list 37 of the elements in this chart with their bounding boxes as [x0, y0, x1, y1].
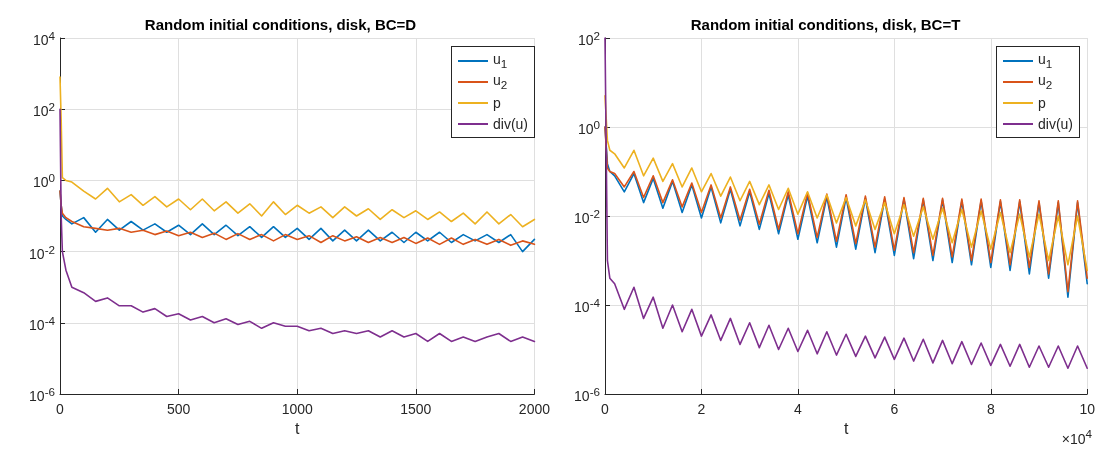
x-axis-title: t — [843, 420, 849, 438]
y-tick-label: 10$^{-2}$ — [29, 241, 55, 262]
legend-label: div(u) — [1037, 115, 1073, 132]
legend-label: p — [492, 94, 501, 111]
y-tick-label: 10$^{-4}$ — [29, 312, 55, 334]
line-series — [604, 95, 1089, 272]
x-tick-label: 2000 — [518, 401, 551, 417]
y-tick-label: 10$^{0}$ — [32, 170, 55, 191]
chart-title: Random initial conditions, disk, BC=D — [144, 16, 417, 33]
y-tick-label: 10$^{-4}$ — [574, 294, 600, 316]
legend-label: u$_{1}$ — [1037, 51, 1053, 70]
x-tick-label: 500 — [166, 401, 191, 417]
y-tick-label: 10$^{-6}$ — [29, 383, 55, 405]
x-tick-label: 4 — [793, 401, 802, 417]
y-tick-label: 10$^{-6}$ — [574, 383, 600, 405]
legend-label: p — [1037, 94, 1046, 111]
y-tick-label: 10$^{2}$ — [32, 98, 55, 120]
x-tick-label: 8 — [986, 401, 995, 417]
legend-label: div(u) — [492, 115, 528, 132]
y-tick-label: 10$^{-2}$ — [574, 205, 600, 227]
line-series — [59, 76, 536, 228]
chart-title: Random initial conditions, disk, BC=T — [690, 16, 961, 33]
y-tick-label: 10$^{0}$ — [577, 116, 600, 138]
x-tick-label: 0 — [601, 401, 610, 417]
y-tick-label: 10$^{4}$ — [32, 27, 55, 49]
x-tick-label: 2 — [697, 401, 706, 417]
legend-label: u$_{1}$ — [492, 51, 508, 70]
legend-label: u$_{2}$ — [1037, 72, 1053, 91]
x-tick-label: 10 — [1079, 401, 1096, 417]
legend-label: u$_{2}$ — [492, 72, 508, 91]
x-tick-label: 1500 — [400, 401, 432, 417]
y-tick-label: 10$^{2}$ — [577, 27, 600, 49]
x-tick-label: 0 — [56, 401, 65, 417]
x-axis-title: t — [294, 420, 300, 438]
x-tick-label: 1000 — [281, 401, 313, 417]
x-tick-label: 6 — [890, 401, 899, 417]
text: ×10$^{4}$ — [1061, 427, 1092, 447]
